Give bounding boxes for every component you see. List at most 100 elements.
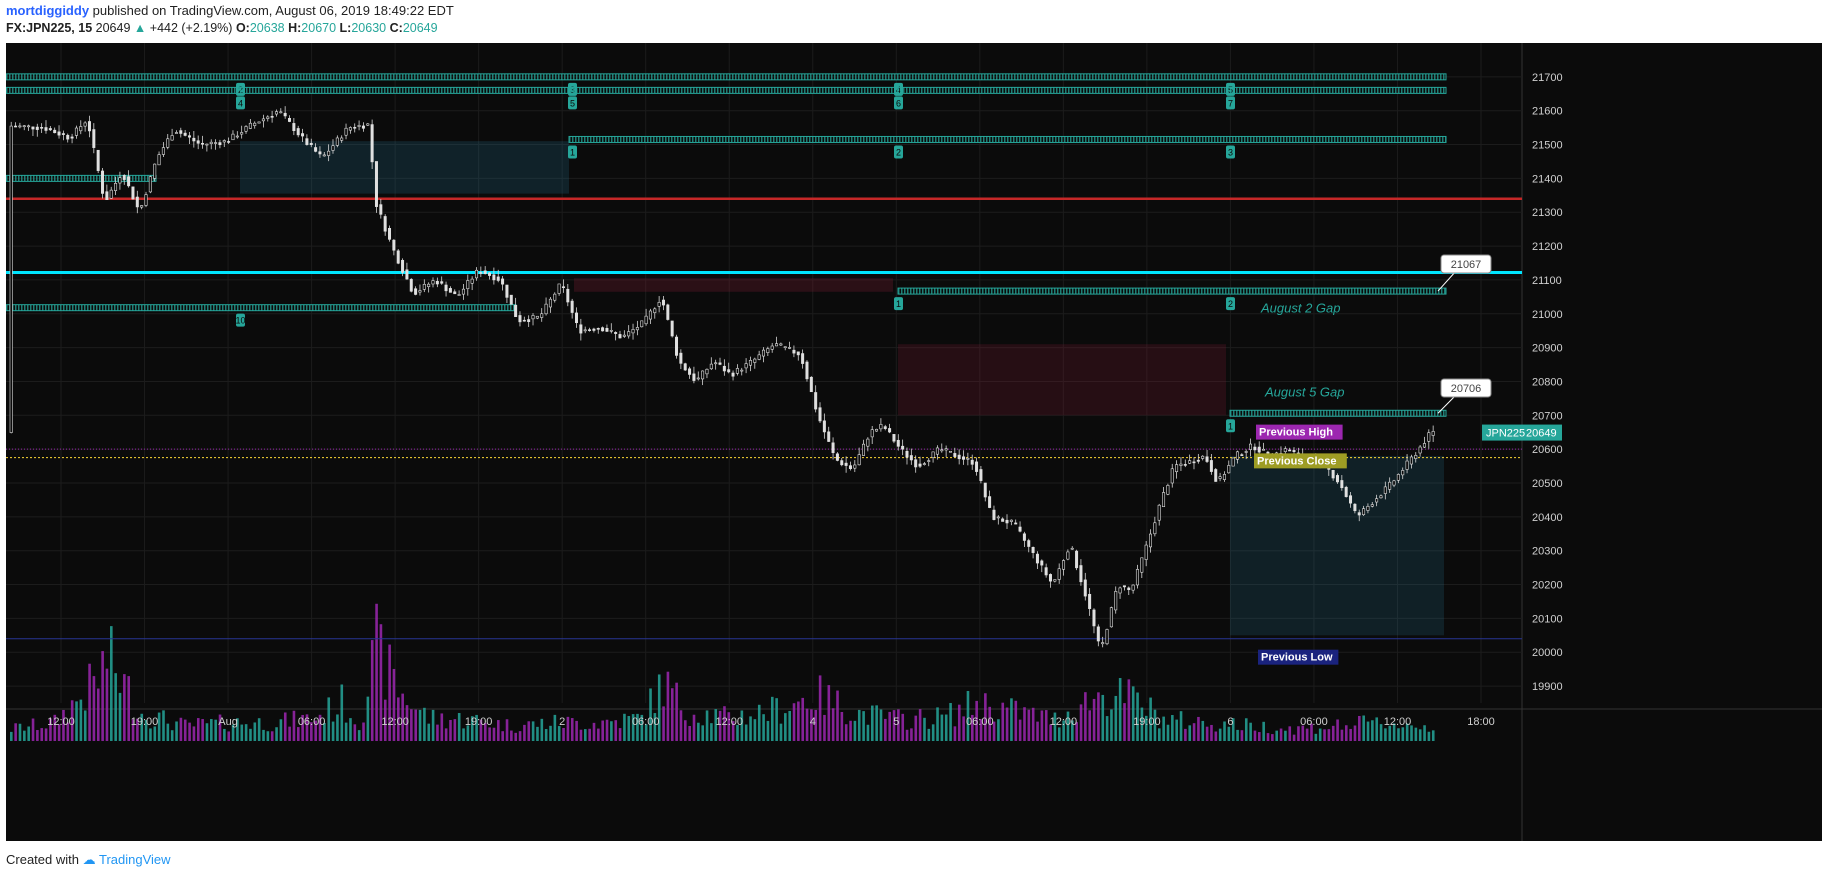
candle — [1249, 443, 1253, 450]
volume-bar — [357, 730, 361, 741]
candle — [862, 443, 866, 456]
volume-bar — [805, 708, 809, 741]
volume-bar — [1144, 715, 1148, 741]
volume-bar — [727, 712, 731, 741]
volume-bar — [901, 713, 905, 741]
time-axis[interactable]: 12:00 19:00 Aug 06:00 12:00 19:00 2 06:00 12:00 4… — [47, 716, 1495, 728]
volume-bar — [305, 714, 309, 741]
zone-marker — [894, 145, 903, 159]
volume-bar — [1218, 728, 1222, 741]
volume-bar — [431, 709, 435, 741]
volume-bar — [196, 718, 200, 741]
up-arrow-icon: ▲ — [133, 21, 147, 35]
volume-bar — [144, 720, 148, 741]
volume-bar — [1084, 692, 1087, 741]
candle — [61, 133, 65, 135]
volume-bar — [1066, 711, 1070, 741]
candle — [822, 420, 826, 433]
price-tick-label: 20200 — [1532, 580, 1563, 592]
candle — [792, 349, 796, 354]
zone-lines[interactable]: 2345456712310121 — [5, 73, 1447, 433]
candle — [1144, 544, 1148, 560]
volume-bar — [1171, 715, 1174, 741]
volume-bar — [871, 705, 874, 741]
candle — [53, 129, 57, 134]
candle — [122, 175, 126, 180]
volume-bar — [1240, 730, 1244, 741]
time-tick-label: 06:00 — [966, 716, 994, 728]
volume-bar — [349, 718, 352, 741]
volume-bar — [918, 709, 922, 741]
volume-bar — [949, 703, 952, 741]
zone-marker-label: 3 — [570, 85, 575, 95]
candle — [192, 137, 196, 142]
candle — [448, 288, 452, 293]
volume-bar — [92, 676, 96, 741]
volume-bar — [218, 714, 222, 741]
volume-bar — [79, 699, 83, 741]
candle — [9, 125, 13, 433]
candle — [1001, 518, 1005, 522]
volume-bar — [1392, 723, 1396, 741]
candle — [748, 360, 752, 366]
candle — [383, 216, 387, 232]
tradingview-logo-icon[interactable]: ☁ — [82, 852, 96, 867]
candle — [270, 116, 274, 118]
zone-marker — [236, 313, 245, 327]
chart-canvas[interactable]: 2 3 4 5 4 5 6 7 1 2 3 10 1 2 1 August 2 Gap August 5 Ga… — [5, 43, 1822, 841]
volume-bar — [423, 707, 426, 741]
candle — [131, 186, 135, 200]
candle — [101, 170, 105, 194]
volume-bar — [266, 731, 270, 741]
candle — [318, 151, 322, 155]
volume-bar — [1040, 710, 1044, 741]
volume-bar — [1323, 729, 1326, 741]
candle — [1170, 468, 1174, 484]
grid — [6, 43, 1822, 841]
candle — [396, 250, 400, 264]
volume-bar — [101, 651, 104, 741]
candle — [405, 269, 409, 280]
candle — [292, 123, 296, 131]
volume-bar — [518, 731, 522, 741]
candle — [14, 125, 18, 128]
candle — [1222, 474, 1226, 480]
candle — [479, 272, 483, 274]
candle — [779, 343, 783, 346]
price-axis[interactable]: 19900 20000 20100 20200 20300 20400 20500 20600… — [1482, 72, 1563, 693]
zone-marker-label: 10 — [235, 316, 245, 326]
price-chart[interactable]: 2 3 4 5 4 5 6 7 1 2 3 10 1 2 1 August 2 Gap August 5 Ga… — [5, 43, 1822, 841]
candle — [1040, 560, 1044, 566]
callout-pointer — [1437, 394, 1457, 414]
volume-bar — [1384, 728, 1387, 741]
candle — [796, 351, 800, 356]
candle — [153, 163, 157, 179]
candle — [618, 334, 622, 339]
candle — [83, 122, 87, 127]
volume-bars — [10, 603, 1435, 741]
volume-bar — [618, 728, 622, 741]
volume-bar — [23, 730, 26, 741]
time-tick-label: 6 — [1227, 716, 1233, 728]
volume-bar — [566, 716, 570, 741]
tradingview-brand[interactable]: TradingView — [99, 852, 171, 867]
candle — [1149, 533, 1153, 548]
volume-bar — [549, 725, 552, 741]
candle — [1422, 443, 1426, 448]
volume-bar — [275, 727, 278, 741]
candle — [235, 135, 239, 138]
volume-bar — [636, 713, 639, 741]
candle — [1118, 587, 1122, 594]
candle — [848, 465, 852, 469]
candle — [344, 127, 348, 136]
volume-bar — [1140, 707, 1144, 741]
volume-bar — [1340, 729, 1344, 741]
candle — [535, 315, 539, 319]
author-link[interactable]: mortdiggiddy — [6, 3, 90, 18]
candle — [818, 407, 822, 422]
volume-bar — [453, 719, 457, 741]
time-tick-label: 06:00 — [632, 716, 660, 728]
zone-marker-label: 1 — [1228, 421, 1233, 431]
volume-bar — [875, 705, 878, 741]
volume-bar — [992, 721, 996, 741]
